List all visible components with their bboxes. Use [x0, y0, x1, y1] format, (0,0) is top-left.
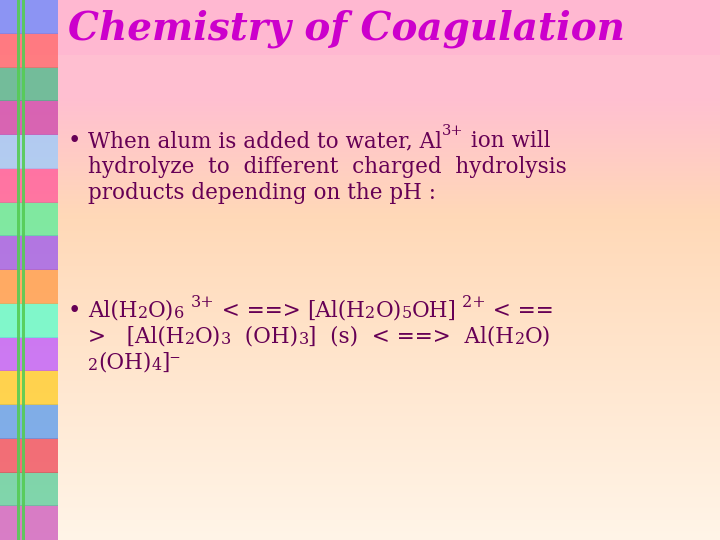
- Bar: [0, 303, 58, 338]
- Bar: [0, 404, 58, 438]
- Text: OH]: OH]: [412, 300, 456, 322]
- Text: >   [Al(H: > [Al(H: [88, 326, 184, 348]
- Bar: [0, 0, 720, 55]
- Text: 3+: 3+: [442, 124, 464, 138]
- Text: < ==>: < ==>: [215, 300, 307, 322]
- Bar: [0, 0, 58, 33]
- Text: 2: 2: [88, 357, 98, 374]
- Text: ]⁻: ]⁻: [161, 352, 181, 374]
- Bar: [0, 66, 58, 102]
- Bar: [0, 370, 58, 405]
- Bar: [0, 336, 58, 372]
- Bar: [0, 471, 58, 507]
- Text: Chemistry of Coagulation: Chemistry of Coagulation: [68, 10, 625, 49]
- Text: [Al(H: [Al(H: [307, 300, 365, 322]
- Text: (OH): (OH): [98, 352, 151, 374]
- Text: When alum is added to water, Al: When alum is added to water, Al: [88, 130, 442, 152]
- Bar: [0, 100, 58, 135]
- Text: 2+: 2+: [456, 294, 485, 311]
- Text: 2: 2: [184, 331, 194, 348]
- Text: 5: 5: [402, 305, 412, 322]
- Text: 3: 3: [298, 331, 308, 348]
- Bar: [0, 269, 58, 303]
- Bar: [0, 438, 58, 472]
- Text: < ==: < ==: [485, 300, 553, 322]
- Bar: [0, 235, 58, 270]
- Bar: [22, 0, 25, 540]
- Text: 6: 6: [174, 305, 184, 322]
- Text: products depending on the pH :: products depending on the pH :: [88, 182, 436, 204]
- Bar: [0, 134, 58, 168]
- Text: 4: 4: [151, 357, 161, 374]
- Text: O): O): [375, 300, 402, 322]
- Bar: [0, 33, 58, 68]
- Bar: [0, 168, 58, 202]
- Text: O): O): [148, 300, 174, 322]
- Text: O): O): [194, 326, 221, 348]
- Text: hydrolyze  to  different  charged  hydrolysis: hydrolyze to different charged hydrolysi…: [88, 156, 567, 178]
- Text: 2: 2: [138, 305, 148, 322]
- Bar: [0, 201, 58, 237]
- Text: O): O): [525, 326, 551, 348]
- Text: 3+: 3+: [191, 294, 215, 311]
- Text: 3: 3: [221, 331, 231, 348]
- Text: 2: 2: [365, 305, 375, 322]
- Text: •: •: [68, 130, 81, 152]
- Text: (OH): (OH): [231, 326, 298, 348]
- Bar: [17, 0, 20, 540]
- Text: Al(H: Al(H: [88, 300, 138, 322]
- Text: 2: 2: [515, 331, 525, 348]
- Text: ion will: ion will: [464, 130, 550, 152]
- Bar: [0, 505, 58, 540]
- Text: ]  (s)  < ==>  Al(H: ] (s) < ==> Al(H: [308, 326, 515, 348]
- Text: •: •: [68, 300, 81, 322]
